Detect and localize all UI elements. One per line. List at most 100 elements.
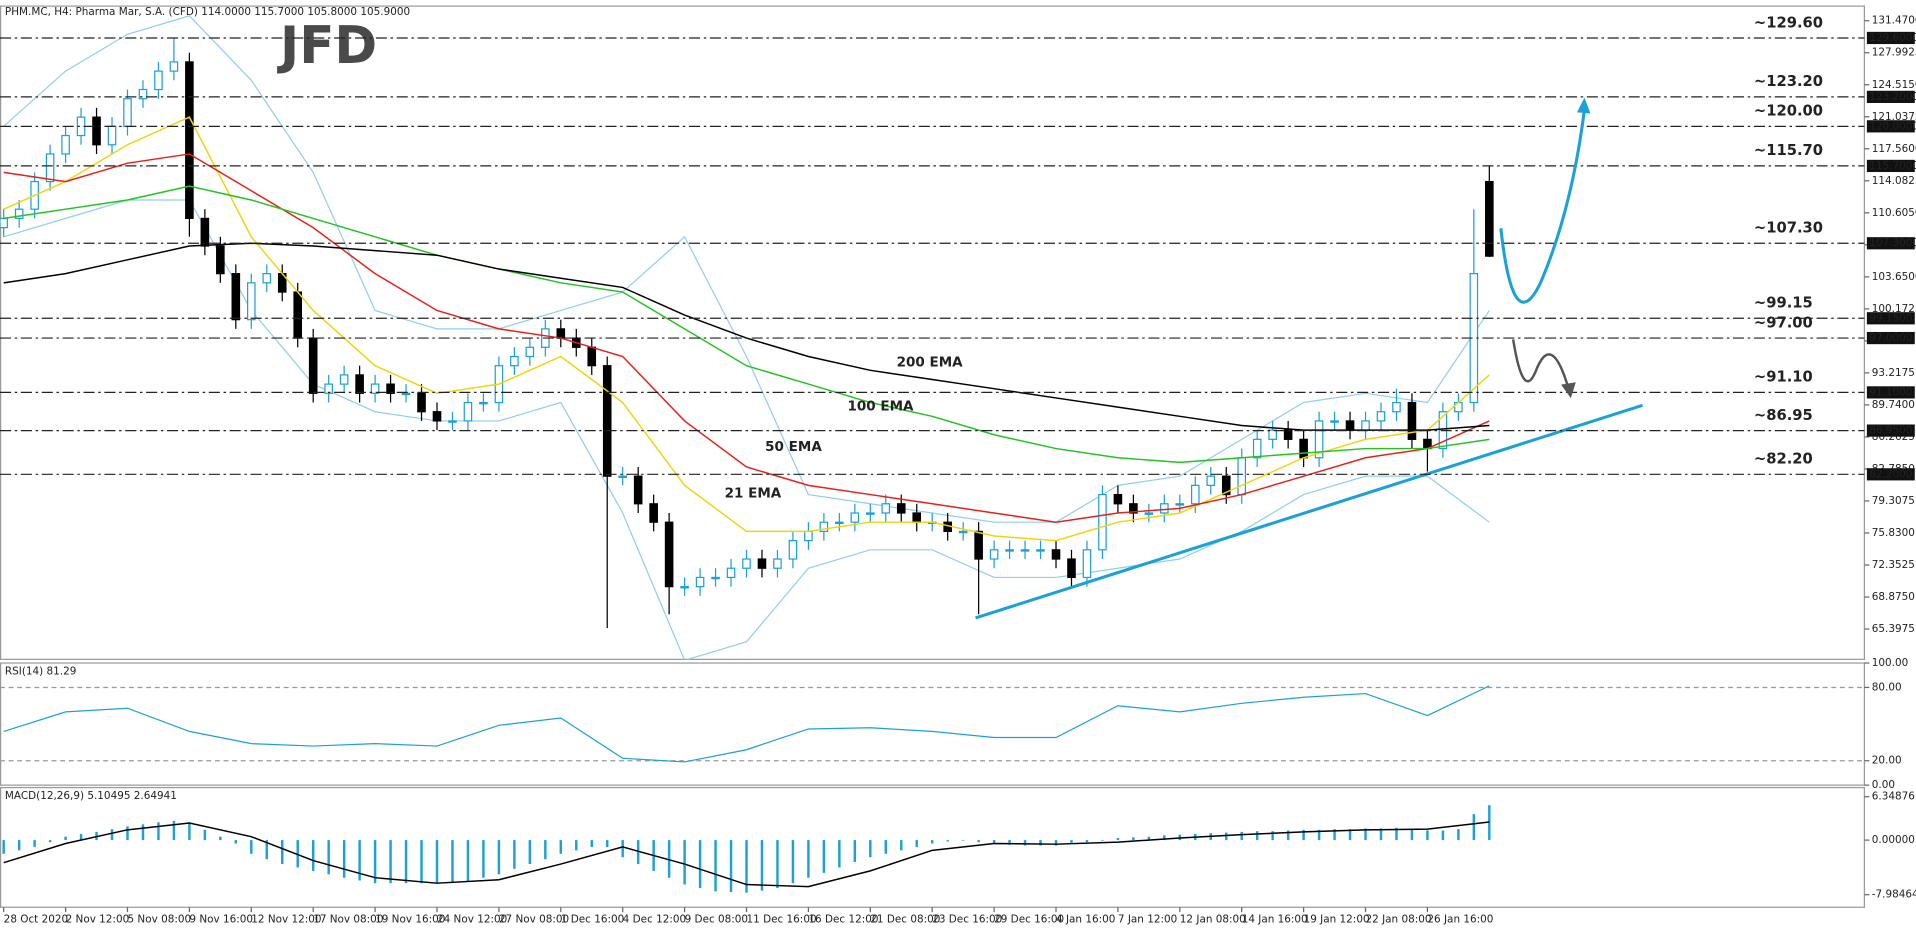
y-tick-label: -7.98464 [1872,889,1916,901]
macd-bar [1364,828,1367,841]
macd-bar [807,840,810,878]
y-tick-label: 100.1725 [1872,303,1916,315]
macd-bar [482,840,485,878]
candle-body [107,125,117,146]
candle-body [1361,420,1370,431]
macd-bar [776,840,779,888]
candle-body [633,475,643,505]
y-tick-label: 124.5150 [1872,79,1916,91]
main-panel [0,5,1866,660]
candle-body [510,355,519,367]
rsi-line [3,685,1490,763]
candle-body [1129,503,1138,514]
price-box-label: 82.2000 [1869,468,1912,480]
x-tick-label: 12 Jan 08:00 [1180,913,1246,925]
macd-bar [1426,830,1429,841]
x-tick-label: 2 Nov 12:00 [66,913,130,925]
price-box [1866,31,1915,45]
macd-bar [451,840,454,883]
candle-body [742,558,751,569]
level-annotation: ~86.95 [1754,407,1813,424]
macd-bar [435,840,439,884]
macd-bar [33,840,36,847]
candle-body [355,374,364,394]
macd-bar [497,840,501,875]
macd-bar [250,840,253,854]
x-tick-label: 27 Nov 08:00 [499,913,569,925]
macd-bar [1132,837,1135,841]
x-tick-label: 4 Dec 12:00 [623,913,686,925]
candle-body [587,346,597,367]
macd-bar [404,840,408,884]
candle-body [262,273,272,284]
y-tick-label: 103.6500 [1872,271,1916,283]
candle-body [1098,493,1107,551]
x-tick-label: 7 Jan 12:00 [1118,913,1177,925]
macd-bar [311,840,315,871]
price-box [1866,468,1915,481]
ema-label: 21 EMA [725,485,782,501]
macd-bar [48,840,52,843]
macd-bar [667,840,671,878]
macd-bar [296,840,299,868]
chart-title: PHM.MC, H4: Pharma Mar, S.A. (CFD) 114.0… [5,6,410,18]
x-tick-label: 17 Nov 08:00 [313,913,383,925]
y-tick-label: 6.34876 [1872,791,1915,803]
macd-bar [1457,829,1460,841]
candle-body [1376,411,1386,422]
macd-bar [544,840,547,860]
main-plot [0,15,1643,660]
macd-bar [760,840,764,891]
macd-bar [822,840,826,873]
candle-body [1175,503,1185,506]
macd-bar [281,840,284,865]
macd-bar [1085,840,1089,843]
y-tick-label: 117.5600 [1872,143,1916,155]
price-box-label: 97.0000 [1869,332,1912,344]
macd-bar [884,840,888,854]
x-tick-label: 14 Jan 16:00 [1242,913,1308,925]
macd-bar [1225,832,1228,841]
candle-body [1268,429,1277,440]
macd-bar [1286,830,1290,841]
candle-body [819,521,829,533]
y-tick-label: 0.00000 [1872,834,1915,846]
macd-bar [900,840,903,851]
macd-bar [590,840,593,847]
macd-bar [683,840,686,885]
candle-body [773,558,782,569]
candle-body [417,392,426,413]
y-tick-label: 72.3525 [1872,559,1915,571]
candle-body [185,61,194,220]
level-annotation: ~123.20 [1754,73,1823,90]
candle-body [757,558,767,569]
candle-body [138,88,148,100]
macd-bar [64,836,67,841]
macd-bar [915,840,918,847]
macd-bar [1147,836,1151,841]
candle-body [1330,420,1339,423]
macd-bar [961,840,965,841]
macd-bar [1163,835,1166,841]
level-annotation: ~82.20 [1754,451,1813,468]
macd-bar [234,840,238,844]
y-tick-label: 20.00 [1872,755,1902,767]
candle-body [912,512,922,523]
price-box [1866,386,1915,399]
macd-bar [559,840,563,854]
candle-body [246,282,256,321]
y-tick-label: 131.4700 [1872,15,1916,27]
macd-bar [265,840,268,860]
level-annotation: ~91.10 [1754,369,1813,386]
macd-bar [373,840,377,884]
candle-body [896,503,906,514]
x-tick-label: 4 Jan 16:00 [1056,913,1115,925]
y-tick-label: 93.2175 [1872,367,1915,379]
y-tick-label: 86.2625 [1872,431,1915,443]
macd-bar [698,840,702,888]
candle-body [1345,420,1355,431]
x-tick-label: 29 Dec 16:00 [994,913,1064,925]
candle-body [1221,475,1231,496]
candle-body [463,401,473,422]
